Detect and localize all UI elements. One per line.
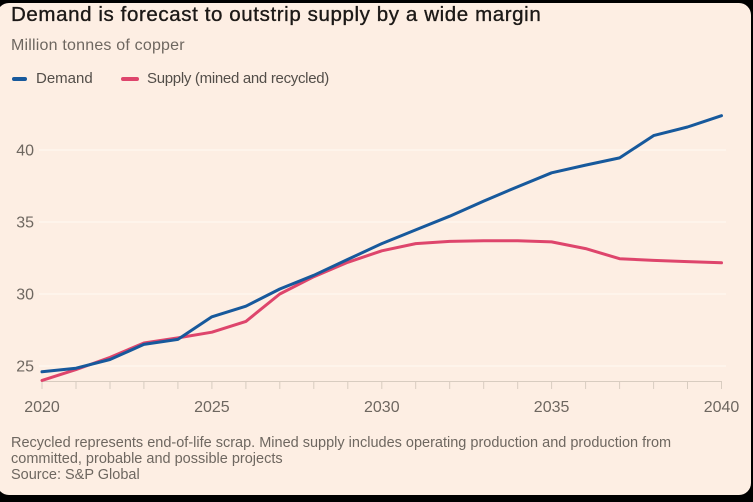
svg-text:2025: 2025 <box>194 399 230 416</box>
svg-text:25: 25 <box>16 359 34 376</box>
svg-text:40: 40 <box>16 143 34 160</box>
svg-text:2020: 2020 <box>24 399 60 416</box>
svg-text:2035: 2035 <box>534 399 570 416</box>
svg-text:2030: 2030 <box>364 399 400 416</box>
svg-text:2040: 2040 <box>704 399 740 416</box>
svg-text:35: 35 <box>16 215 34 232</box>
svg-text:30: 30 <box>16 287 34 304</box>
